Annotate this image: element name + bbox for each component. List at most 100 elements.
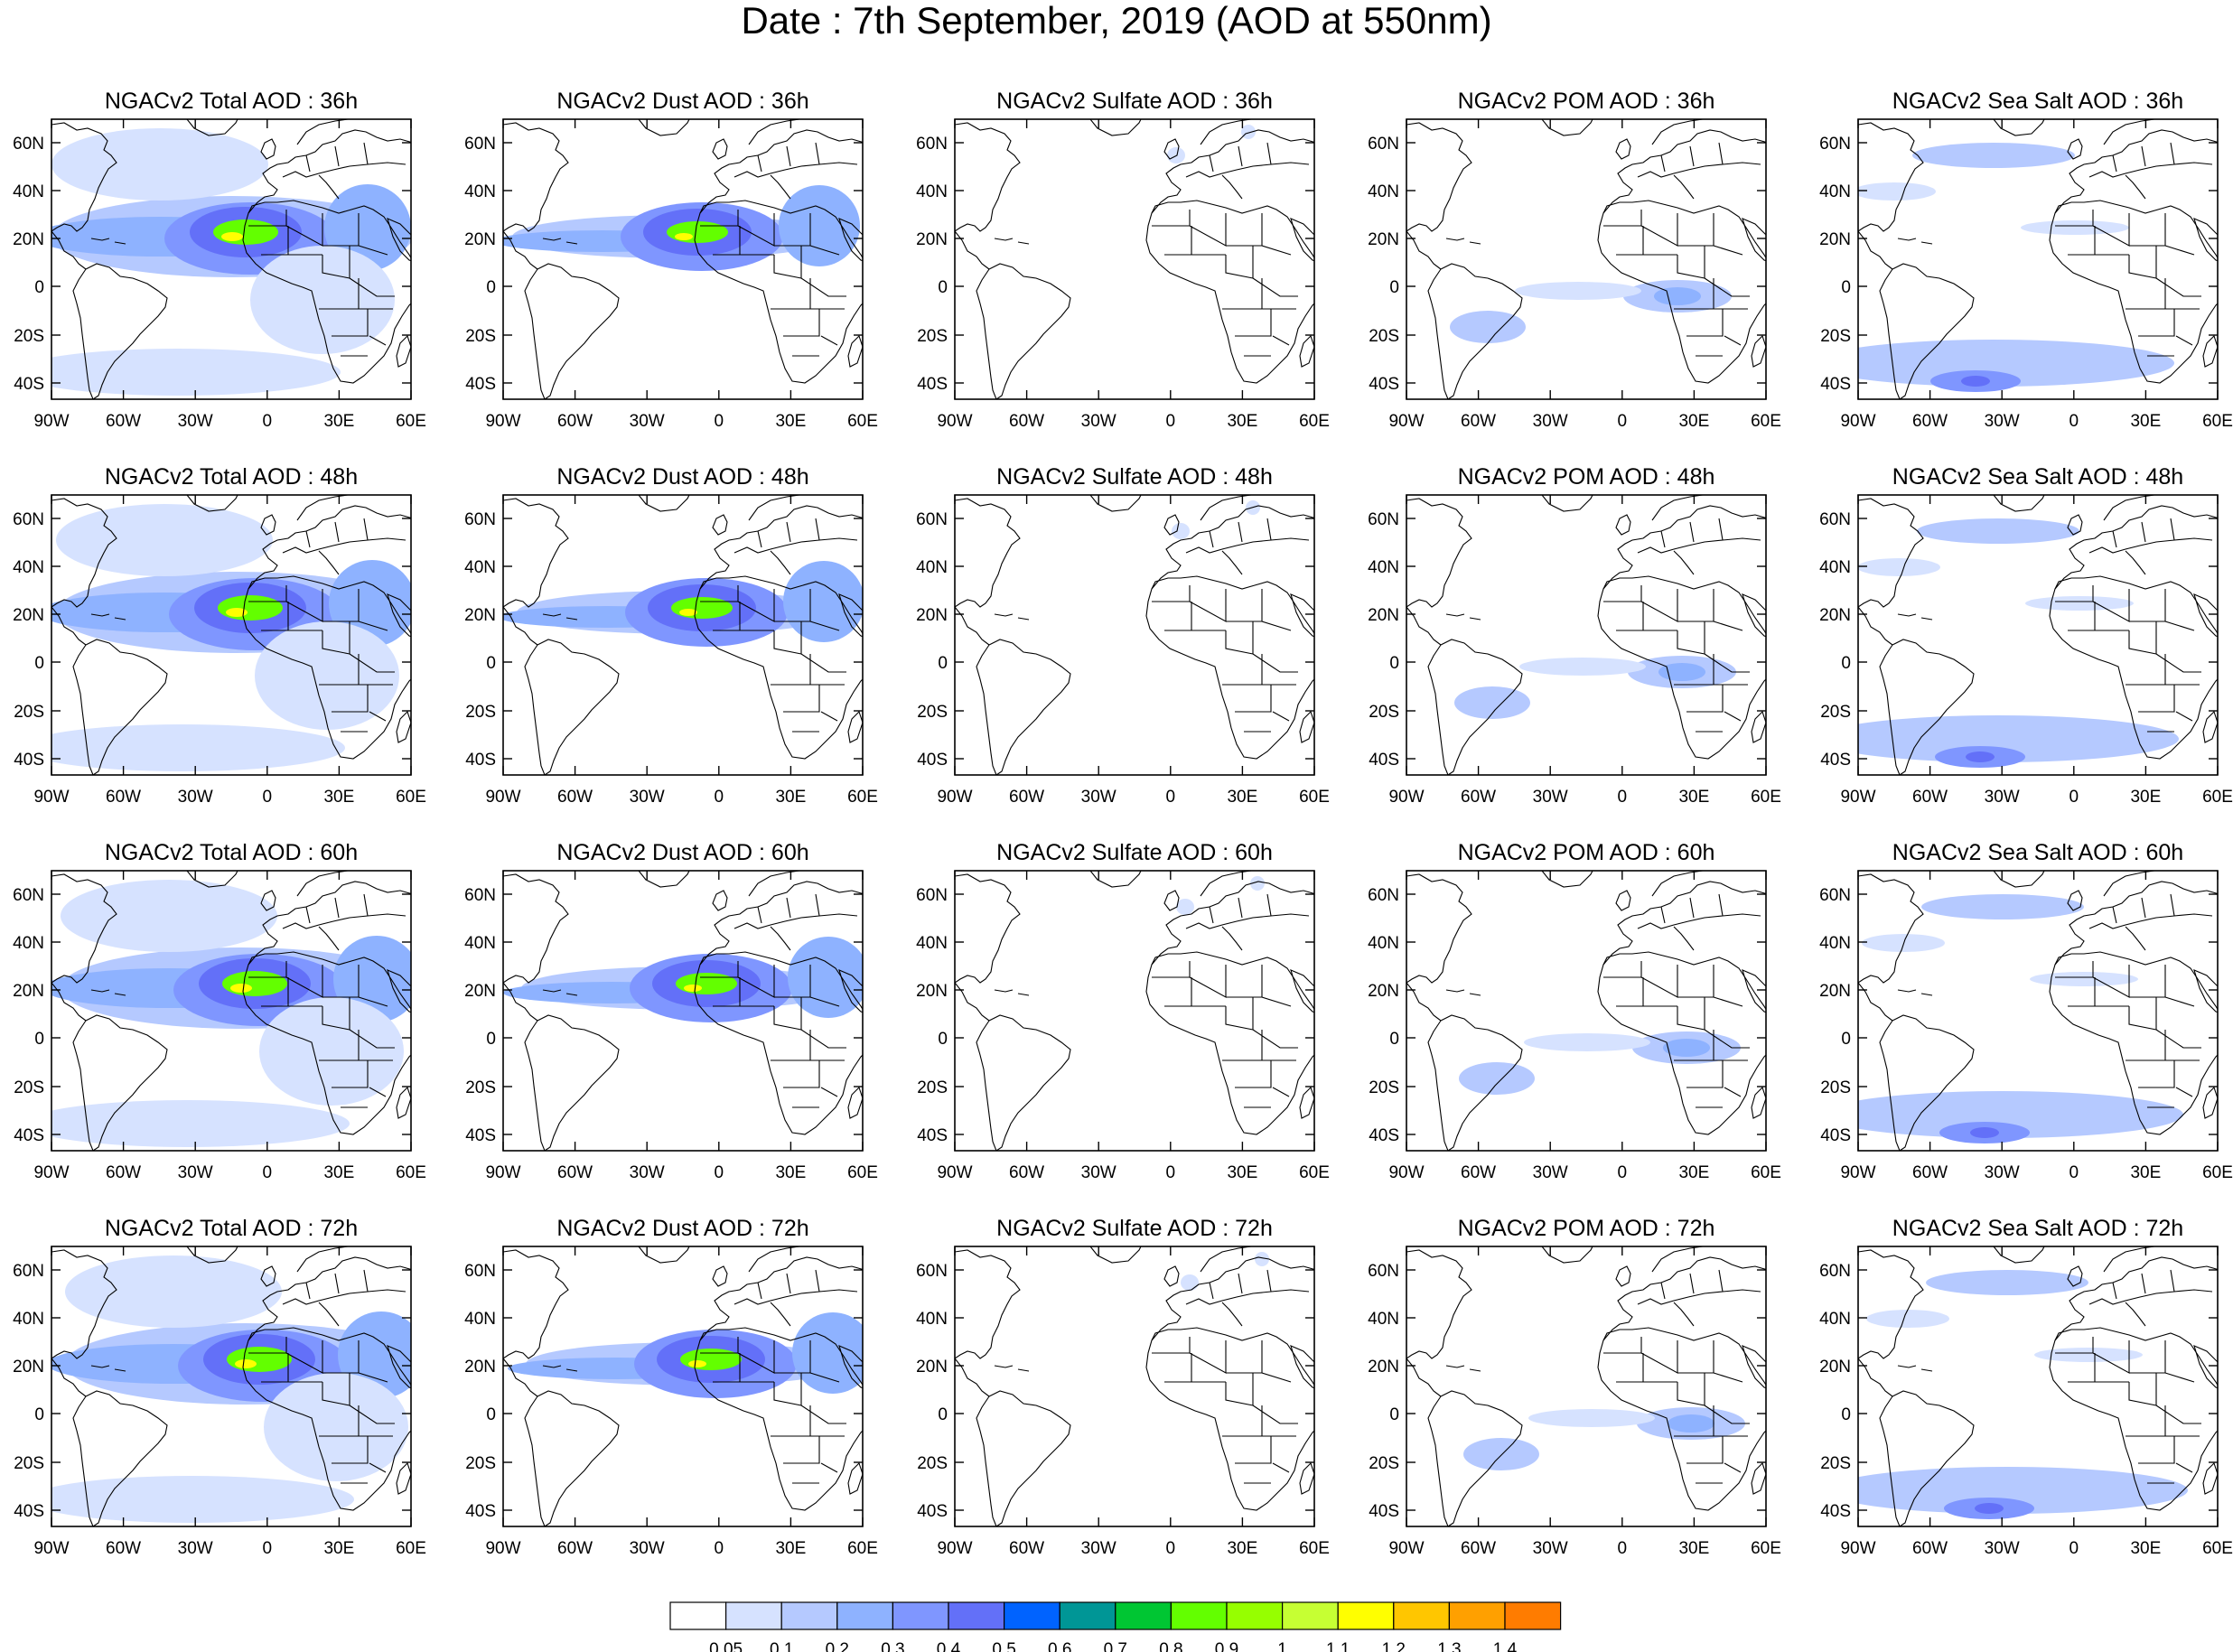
lat-tick-label: 0	[1841, 1030, 1851, 1049]
lon-tick-label: 30E	[775, 788, 806, 807]
lat-tick-label: 40S	[917, 375, 948, 394]
lat-tick-label: 20S	[1369, 703, 1399, 722]
aod-shading	[684, 985, 702, 992]
lat-tick-label: 0	[486, 654, 496, 673]
panel-frame	[502, 1246, 864, 1527]
aod-shading	[2025, 596, 2134, 611]
lat-tick-label: 0	[938, 1405, 948, 1424]
aod-shading	[792, 1312, 863, 1394]
lon-tick-label: 30E	[1227, 1539, 1257, 1558]
lon-tick-label: 30W	[1533, 1163, 1568, 1182]
panel-frame	[954, 118, 1315, 400]
lat-tick-label: 0	[1841, 1405, 1851, 1424]
figure-title: Date : 7th September, 2019 (AOD at 550nm…	[741, 0, 1492, 42]
aod-shading	[1172, 523, 1190, 539]
lat-tick-label: 0	[34, 278, 44, 297]
lat-tick-label: 0	[1389, 1030, 1399, 1049]
lon-tick-label: 30E	[1678, 1163, 1709, 1182]
map-panel: NGACv2 Total AOD : 36h 90W 60W 30W 0 30E 60E 60…	[13, 89, 426, 431]
colorbar-box	[1337, 1601, 1395, 1630]
aod-shading	[2030, 972, 2138, 986]
lat-tick-label: 60N	[13, 1262, 44, 1281]
lon-tick-label: 60E	[1751, 412, 1781, 431]
panel-title: NGACv2 Sulfate AOD : 36h	[996, 89, 1273, 114]
lat-tick-label: 40S	[465, 751, 496, 770]
colorbar-box	[724, 1601, 782, 1630]
lat-tick-label: 20S	[1369, 1078, 1399, 1097]
lon-tick-label: 0	[2069, 1163, 2079, 1182]
panel-title: NGACv2 Sea Salt AOD : 48h	[1892, 464, 2183, 490]
lat-tick-label: 20S	[917, 327, 948, 346]
panel-frame	[1857, 494, 2219, 776]
lon-tick-label: 90W	[1388, 412, 1424, 431]
lat-tick-label: 0	[34, 654, 44, 673]
lon-tick-label: 60W	[106, 412, 141, 431]
lat-tick-label: 20S	[465, 1454, 496, 1473]
coastline	[955, 871, 1314, 1151]
aod-shading	[1658, 663, 1705, 681]
lat-tick-label: 20N	[464, 1358, 496, 1377]
aod-shading	[1450, 311, 1526, 343]
lat-tick-label: 40N	[1368, 1310, 1399, 1329]
lon-tick-label: 0	[1166, 412, 1176, 431]
lon-tick-label: 90W	[1840, 1539, 1875, 1558]
aod-shading	[1921, 894, 2084, 919]
aod-shading	[1176, 899, 1194, 915]
aod-shading	[1255, 1252, 1269, 1266]
lat-tick-label: 20N	[1368, 1358, 1399, 1377]
aod-shading	[227, 1347, 292, 1372]
lon-tick-label: 90W	[33, 788, 69, 807]
lon-tick-label: 30W	[1533, 1539, 1568, 1558]
lat-tick-label: 60N	[1368, 135, 1399, 154]
lon-tick-label: 0	[715, 1539, 724, 1558]
aod-shading	[230, 984, 252, 993]
lat-tick-label: 20N	[13, 230, 44, 249]
colorbar-box	[1226, 1601, 1284, 1630]
lon-tick-label: 30W	[1985, 412, 2020, 431]
lat-tick-label: 20S	[465, 703, 496, 722]
colorbar-box	[1504, 1601, 1562, 1630]
lat-tick-label: 40N	[1819, 1310, 1851, 1329]
lat-tick-label: 60N	[1368, 886, 1399, 905]
lon-tick-label: 60E	[396, 412, 426, 431]
map-panel: NGACv2 Sea Salt AOD : 48h 90W 60W 30W 0 30E 60…	[1819, 464, 2233, 807]
lon-tick-label: 60E	[2202, 1163, 2233, 1182]
lat-tick-label: 40S	[1369, 751, 1399, 770]
lon-tick-label: 30E	[2130, 412, 2161, 431]
colorbar-label: 1.4	[1493, 1640, 1518, 1652]
colorbar-label: 1	[1277, 1640, 1287, 1652]
lat-tick-label: 40N	[13, 934, 44, 953]
lon-tick-label: 60W	[1461, 1539, 1496, 1558]
map-panel: NGACv2 Sea Salt AOD : 36h 90W 60W 30W 0 30E 60…	[1819, 89, 2233, 431]
lat-tick-label: 20N	[464, 982, 496, 1001]
aod-shading	[1515, 282, 1641, 300]
colorbar-box	[892, 1601, 949, 1630]
lon-tick-label: 90W	[937, 412, 972, 431]
colorbar-label: 0.05	[709, 1640, 743, 1652]
lon-tick-label: 60W	[1912, 788, 1948, 807]
lon-tick-label: 30W	[178, 1163, 213, 1182]
lon-tick-label: 90W	[33, 412, 69, 431]
lon-tick-label: 90W	[1840, 1163, 1875, 1182]
lon-tick-label: 60W	[557, 788, 593, 807]
lon-tick-label: 30W	[1081, 788, 1116, 807]
lon-tick-label: 90W	[33, 1163, 69, 1182]
panel-frame	[502, 494, 864, 776]
lon-tick-label: 30E	[323, 1163, 354, 1182]
lat-tick-label: 0	[1841, 278, 1851, 297]
lon-tick-label: 0	[715, 412, 724, 431]
lon-tick-label: 60E	[2202, 1539, 2233, 1558]
lat-tick-label: 60N	[1819, 886, 1851, 905]
aod-shading	[688, 1360, 706, 1367]
lon-tick-label: 30E	[323, 1539, 354, 1558]
map-panel: NGACv2 Sulfate AOD : 36h 90W 60W 30W 0 30E 60E…	[916, 89, 1330, 431]
lon-tick-label: 60W	[106, 788, 141, 807]
lat-tick-label: 20S	[1820, 1078, 1851, 1097]
lat-tick-label: 40N	[13, 1310, 44, 1329]
aod-shading	[61, 880, 277, 952]
colorbar-box	[1393, 1601, 1451, 1630]
aod-shading	[1866, 1310, 1949, 1328]
aod-shading	[1454, 686, 1530, 719]
aod-shading	[1663, 1039, 1710, 1057]
lat-tick-label: 60N	[1368, 1262, 1399, 1281]
